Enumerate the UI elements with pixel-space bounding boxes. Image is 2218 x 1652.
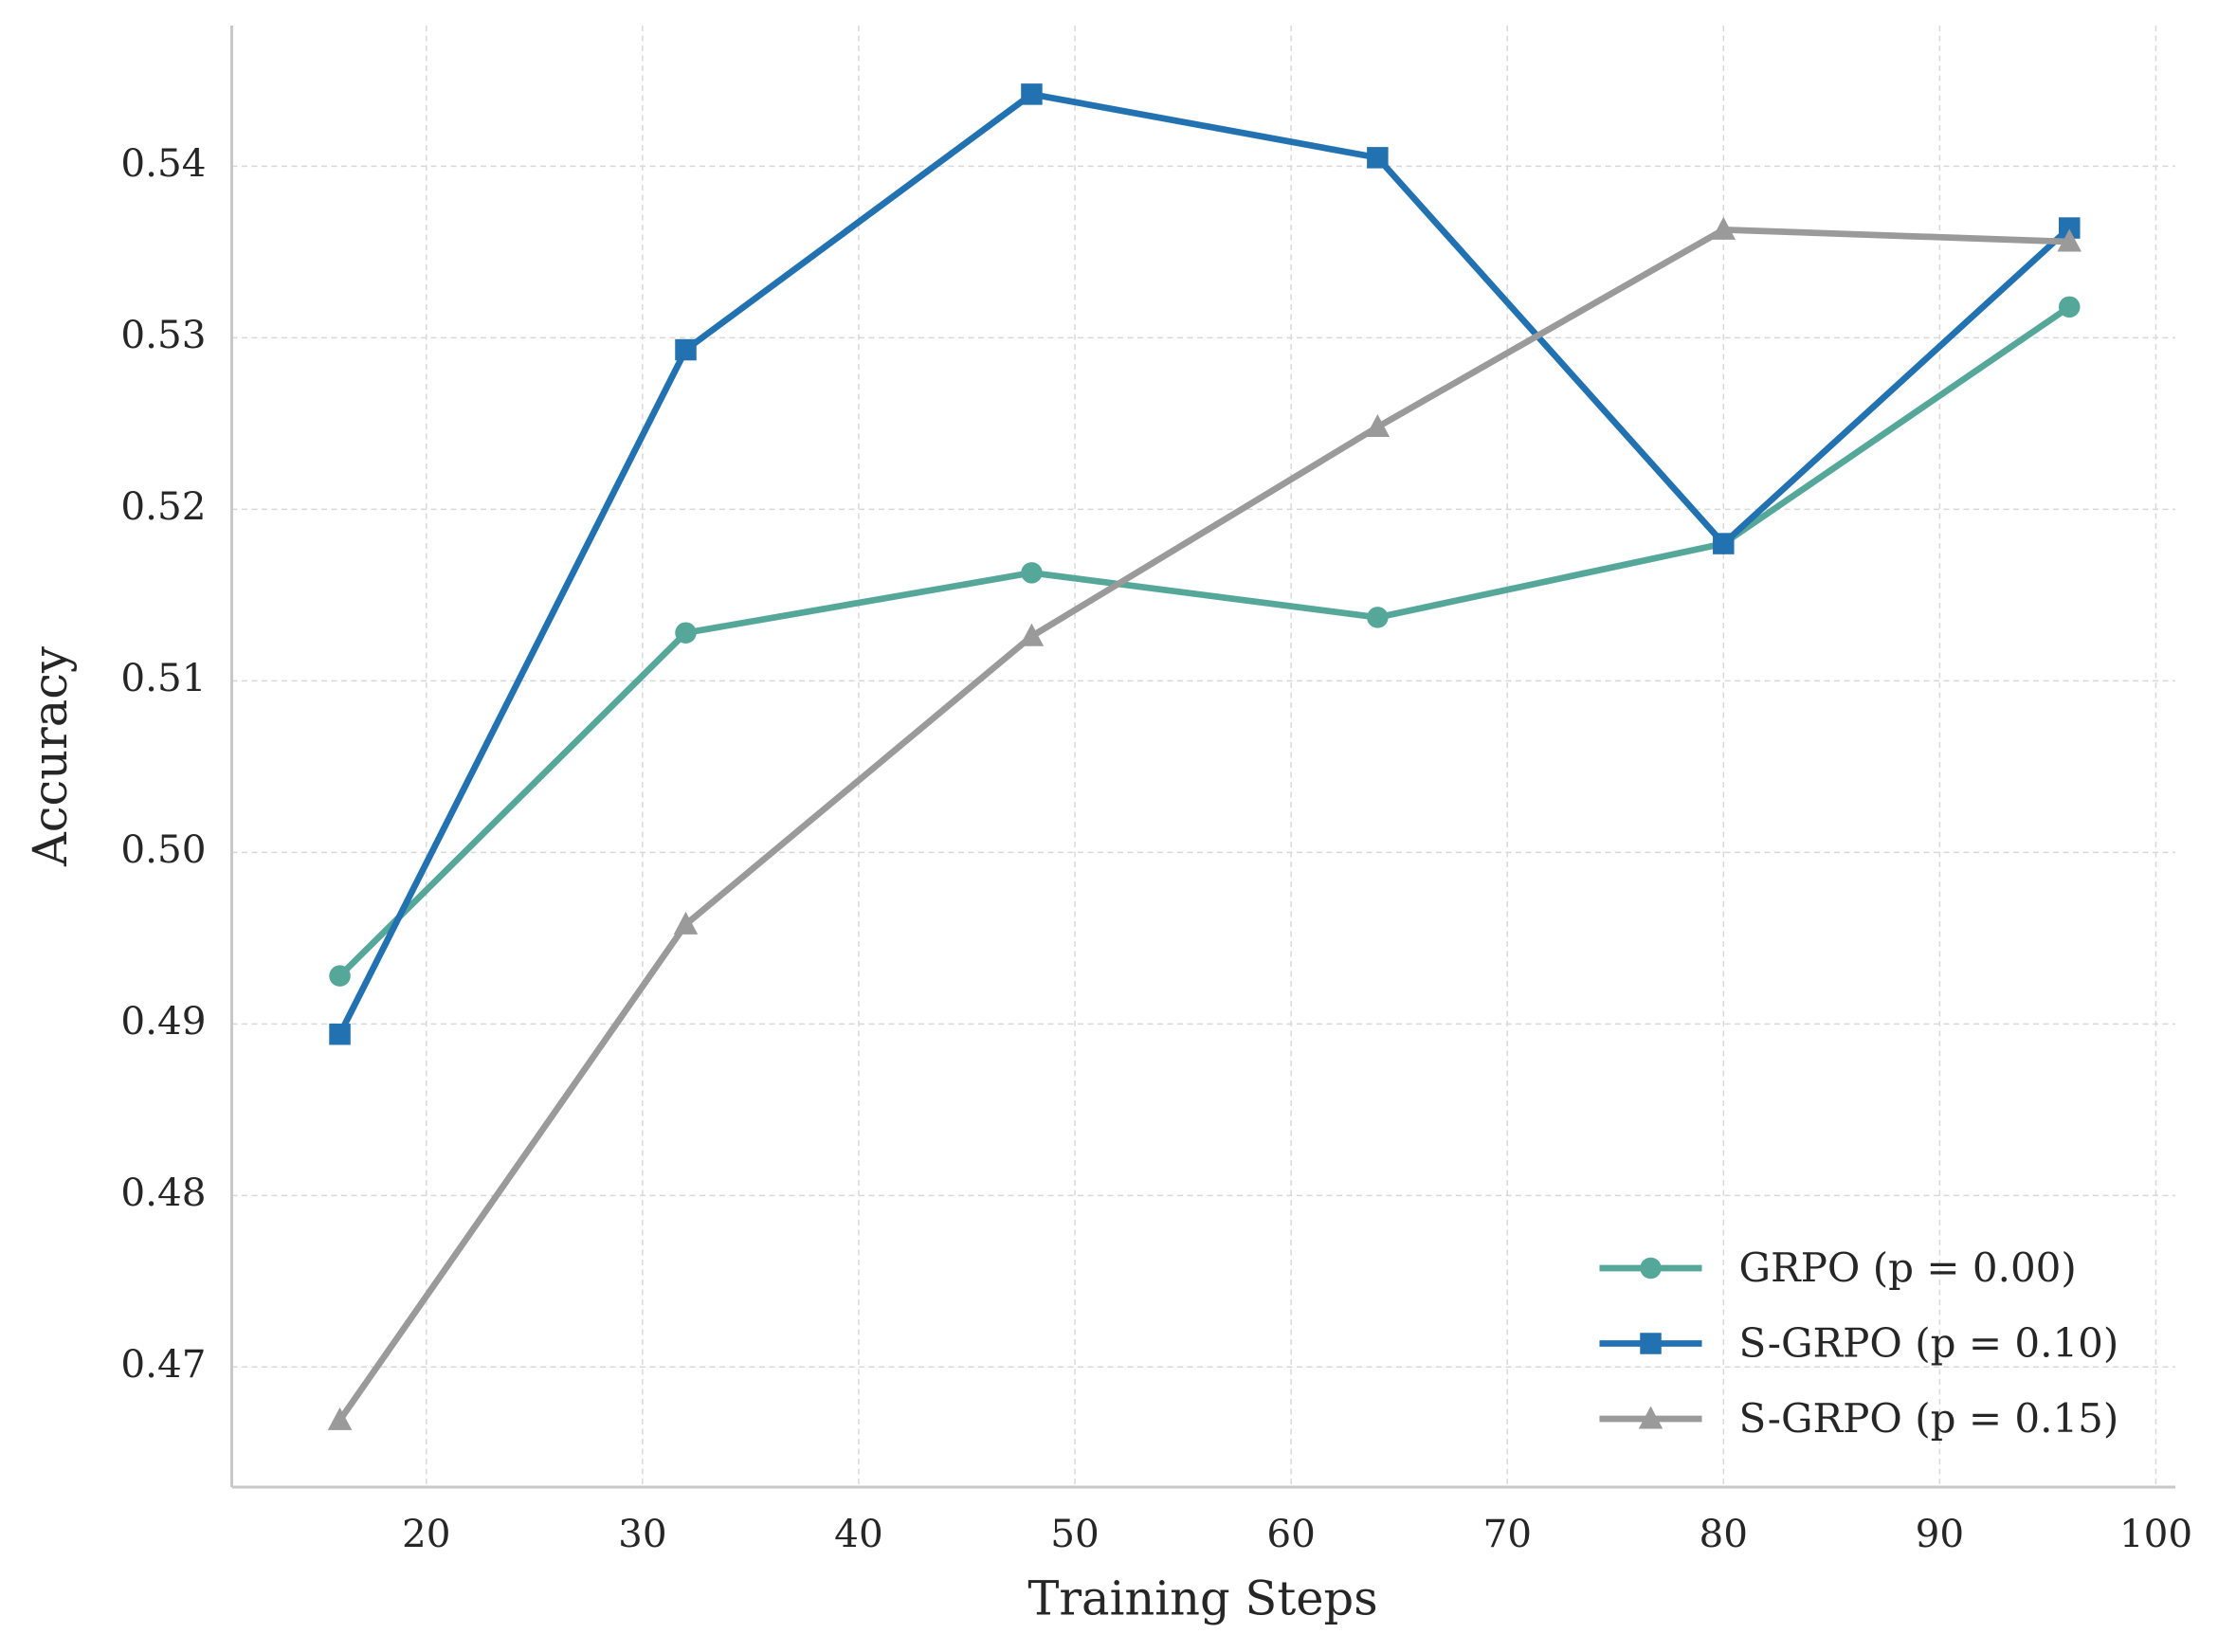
point bbox=[1021, 83, 1043, 105]
x-axis-label: Training Steps bbox=[1027, 1571, 1377, 1626]
line bbox=[336, 91, 2072, 1036]
legend-label: S-GRPO (p = 0.15) bbox=[1739, 1395, 2119, 1442]
legend-marker bbox=[1640, 1257, 1662, 1280]
point bbox=[329, 965, 351, 987]
x-tick-label: 50 bbox=[1050, 1511, 1100, 1556]
point bbox=[2058, 296, 2081, 318]
legend-marker bbox=[1638, 1406, 1664, 1429]
y-tick-label: 0.47 bbox=[120, 1341, 206, 1387]
y-tick-label: 0.50 bbox=[120, 826, 206, 872]
line bbox=[337, 304, 2072, 979]
point bbox=[329, 1023, 351, 1045]
line bbox=[336, 226, 2070, 1423]
x-tick-label: 100 bbox=[2119, 1511, 2192, 1556]
point bbox=[1019, 623, 1045, 646]
point bbox=[2058, 217, 2081, 239]
y-tick-label: 0.51 bbox=[120, 655, 206, 700]
x-tick-label: 40 bbox=[834, 1511, 883, 1556]
legend-marker bbox=[1640, 1333, 1662, 1354]
point bbox=[673, 911, 699, 935]
point bbox=[1367, 607, 1389, 628]
x-tick-label: 70 bbox=[1482, 1511, 1532, 1556]
point bbox=[675, 338, 697, 361]
point bbox=[1365, 414, 1391, 438]
y-axis-label: Accuracy bbox=[23, 646, 78, 867]
x-tick-label: 90 bbox=[1916, 1511, 1965, 1556]
y-tick-label: 0.53 bbox=[120, 312, 206, 357]
legend-label: GRPO (p = 0.00) bbox=[1739, 1244, 2077, 1291]
y-tick-label: 0.48 bbox=[120, 1170, 206, 1215]
x-tick-label: 20 bbox=[402, 1511, 451, 1556]
point bbox=[327, 1407, 353, 1430]
y-tick-label: 0.52 bbox=[120, 483, 206, 529]
point bbox=[1367, 147, 1389, 169]
x-tick-label: 60 bbox=[1266, 1511, 1316, 1556]
point bbox=[1021, 562, 1043, 584]
x-tick-label: 30 bbox=[618, 1511, 667, 1556]
legend-label: S-GRPO (p = 0.10) bbox=[1739, 1320, 2119, 1367]
point bbox=[1713, 533, 1735, 554]
y-tick-label: 0.49 bbox=[120, 998, 206, 1044]
x-tick-label: 80 bbox=[1700, 1511, 1749, 1556]
y-tick-label: 0.54 bbox=[120, 140, 206, 186]
point bbox=[2057, 228, 2082, 252]
point bbox=[675, 622, 697, 644]
point bbox=[1711, 216, 1736, 240]
